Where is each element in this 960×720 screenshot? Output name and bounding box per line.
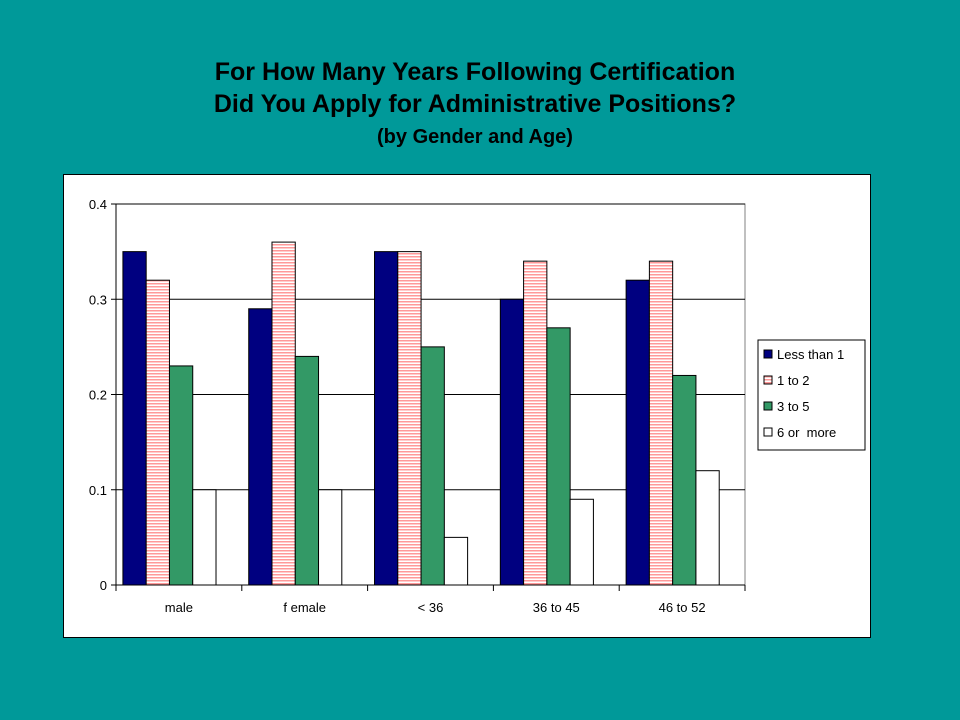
bar-1-to-2-4: [648, 260, 674, 586]
bar-less-than-1-4: [625, 279, 650, 586]
legend-swatch: [763, 401, 773, 411]
bar-1-to-2-0: [145, 279, 170, 586]
x-tick-label: f emale: [283, 600, 326, 615]
bar-3-to-5-3: [546, 327, 571, 586]
legend-label: 1 to 2: [777, 373, 810, 388]
legend-label: Less than 1: [777, 347, 844, 362]
y-tick-label: 0: [100, 578, 107, 593]
chart-subtitle: (by Gender and Age): [377, 126, 573, 148]
chart-title-line-2: Did You Apply for Administrative Positio…: [213, 90, 737, 118]
chart-title-block: For How Many Years Following Certificati…: [0, 56, 950, 154]
x-tick-label: 46 to 52: [659, 600, 706, 615]
bar-less-than-1-3: [499, 298, 525, 586]
bar-3-to-5-2: [420, 346, 445, 586]
y-tick-label: 0.1: [89, 483, 107, 498]
legend-box: [757, 339, 866, 451]
y-tick-label: 0.3: [89, 292, 107, 307]
bar-6-or-more-1: [318, 489, 343, 586]
bar-6-or-more-2: [443, 536, 469, 586]
x-tick-label: < 36: [418, 600, 444, 615]
axes: 0 0.1 0.2 0.3 0.4 male f emale < 36 36 to 45 46 t…: [89, 197, 746, 615]
x-tick-label: male: [165, 600, 193, 615]
legend-label: 6 or more: [777, 425, 836, 440]
bar-chart: 0 0.1 0.2 0.3 0.4 male f emale < 36 36 to 45 46 t…: [89, 197, 866, 615]
bar-3-to-5-4: [672, 374, 697, 586]
bar-6-or-more-0: [192, 489, 217, 586]
y-tick-label: 0.4: [89, 197, 107, 212]
bar-6-or-more-4: [695, 470, 720, 586]
legend-swatch: [763, 427, 773, 437]
bar-1-to-2-3: [523, 260, 548, 586]
bar-3-to-5-1: [294, 355, 320, 586]
bar-less-than-1-1: [248, 308, 273, 586]
legend-swatch: [763, 375, 773, 385]
x-tick-label: 36 to 45: [533, 600, 580, 615]
chart-title-line-1: For How Many Years Following Certificati…: [214, 58, 736, 86]
legend: Less than 1 1 to 2 3 to 5 6 or more: [757, 339, 866, 451]
bar-6-or-more-3: [569, 498, 594, 586]
legend-swatch: [763, 349, 773, 359]
bar-less-than-1-0: [122, 251, 147, 586]
bar-3-to-5-0: [168, 365, 194, 586]
bars: [122, 241, 720, 586]
legend-label: 3 to 5: [777, 399, 810, 414]
bar-1-to-2-1: [271, 241, 296, 586]
bar-less-than-1-2: [374, 251, 399, 586]
bar-1-to-2-2: [397, 251, 422, 586]
chart-area: 0 0.1 0.2 0.3 0.4 male f emale < 36 36 to 45 46 t…: [63, 174, 871, 638]
y-tick-label: 0.2: [89, 388, 107, 403]
